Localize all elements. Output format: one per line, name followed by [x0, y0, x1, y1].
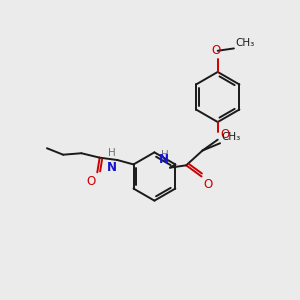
Text: H: H [161, 150, 169, 160]
Text: N: N [107, 160, 117, 174]
Text: CH₃: CH₃ [221, 132, 241, 142]
Text: H: H [108, 148, 116, 158]
Text: O: O [203, 178, 212, 191]
Text: N: N [159, 153, 169, 166]
Text: O: O [212, 44, 221, 57]
Text: O: O [87, 175, 96, 188]
Text: CH₃: CH₃ [236, 38, 255, 47]
Text: O: O [220, 128, 229, 141]
